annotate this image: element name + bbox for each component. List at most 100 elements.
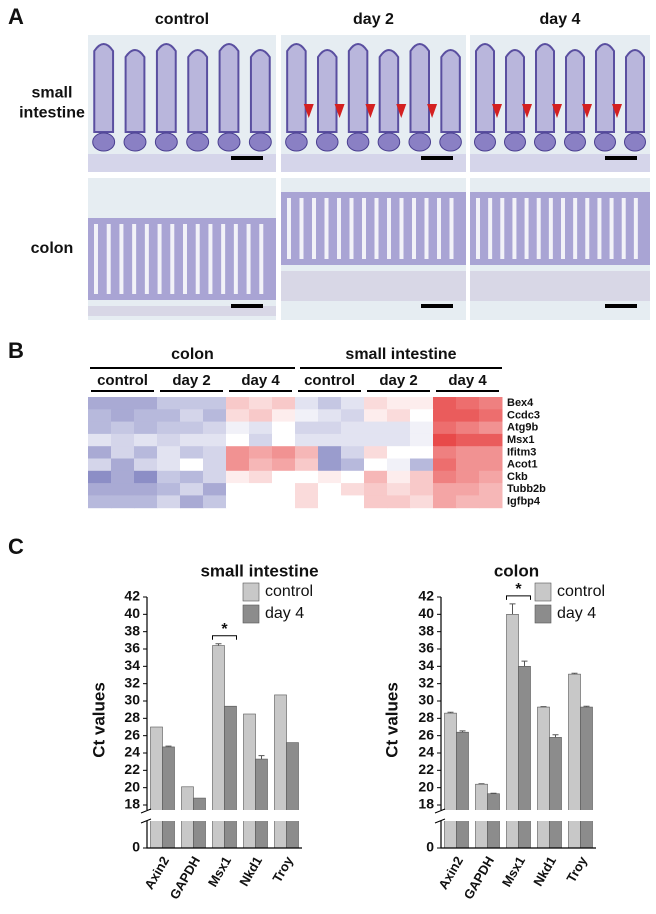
- condition-label: day 4: [241, 372, 280, 389]
- crypt: [439, 132, 462, 152]
- legend-swatch: [534, 604, 552, 624]
- heatmap-cell: [203, 421, 227, 435]
- heatmap-cell: [88, 433, 112, 447]
- heatmap-cell: [364, 470, 388, 484]
- heatmap-cell: [387, 397, 411, 410]
- heatmap-cell: [203, 483, 227, 496]
- heatmap-cell: [341, 397, 365, 410]
- y-tick-label: 38: [124, 622, 140, 638]
- scale-bar: [605, 304, 637, 308]
- y-tick-label: 28: [418, 709, 434, 725]
- crypt: [564, 132, 586, 152]
- bar: [162, 746, 175, 849]
- heatmap-cell: [295, 483, 319, 496]
- heatmap-cell: [433, 483, 457, 496]
- heatmap-cell: [410, 495, 434, 509]
- heatmap-cell: [387, 409, 411, 423]
- heatmap-cell: [111, 397, 135, 410]
- gene-label: Msx1: [507, 434, 535, 446]
- condition-label: day 2: [172, 372, 210, 389]
- arrowhead: [582, 104, 592, 118]
- muscularis: [470, 271, 650, 301]
- x-tick-label: Nkd1: [236, 854, 265, 889]
- heatmap-cell: [387, 446, 411, 459]
- crypt: [119, 224, 124, 294]
- crypt: [488, 198, 493, 259]
- villus: [317, 49, 338, 133]
- heatmap-cell: [410, 458, 434, 472]
- villus: [155, 43, 177, 133]
- x-tick-label: GAPDH: [167, 854, 203, 902]
- crypt: [246, 224, 251, 294]
- crypt: [500, 198, 505, 259]
- panel-label: C: [8, 534, 24, 559]
- heatmap-cell: [318, 409, 342, 423]
- heatmap-cell: [433, 470, 457, 484]
- crypt: [337, 198, 341, 259]
- error-bar: [165, 745, 172, 747]
- crypt: [221, 224, 226, 294]
- bar: [549, 737, 562, 849]
- crypt: [287, 198, 291, 259]
- crypt: [387, 198, 391, 259]
- crypt: [349, 198, 354, 259]
- crypt: [474, 132, 496, 152]
- muscularis: [88, 306, 276, 316]
- heatmap-cell: [318, 397, 342, 410]
- villus: [218, 43, 240, 133]
- bar: [224, 705, 237, 849]
- error-bar: [215, 643, 222, 646]
- group-label: colon: [171, 346, 214, 363]
- heatmap-cell: [295, 433, 319, 447]
- crypt: [548, 198, 553, 259]
- y-tick-label: 38: [418, 622, 434, 638]
- heatmap-cell: [410, 421, 434, 435]
- error-bar: [571, 672, 578, 675]
- y-tick-label: 22: [418, 761, 434, 777]
- error-bar: [521, 660, 528, 667]
- heatmap-cell: [295, 470, 319, 484]
- heatmap-cell: [226, 421, 250, 435]
- gene-label: Atg9b: [507, 422, 538, 434]
- heatmap-cell: [341, 409, 365, 423]
- heatmap-cell: [341, 470, 365, 484]
- y-tick-label: 20: [418, 778, 434, 794]
- y-tick-label: 40: [418, 605, 434, 621]
- crypt: [259, 224, 264, 294]
- y-tick-label: 24: [418, 744, 434, 760]
- crypt: [285, 132, 308, 152]
- heatmap-cell: [134, 446, 158, 459]
- scale-bar: [231, 156, 263, 160]
- heatmap-cell: [249, 483, 273, 496]
- heatmap-cell: [157, 433, 181, 447]
- heatmap-cell: [364, 421, 388, 435]
- heatmap-cell: [134, 458, 158, 472]
- heatmap-cell: [88, 446, 112, 459]
- x-tick-label: Troy: [563, 853, 590, 885]
- mucosa: [470, 192, 650, 265]
- heatmap-cell: [387, 470, 411, 484]
- crypt: [315, 132, 339, 152]
- heatmap-cell: [249, 470, 273, 484]
- heatmap-cell: [180, 421, 204, 435]
- heatmap-cell: [295, 458, 319, 472]
- heatmap-cell: [456, 446, 480, 459]
- heatmap-cell: [249, 421, 273, 435]
- arrowhead: [396, 104, 407, 118]
- villus: [625, 49, 645, 133]
- micrograph: [88, 35, 276, 172]
- villus: [535, 43, 555, 133]
- row-label: colon: [31, 240, 74, 257]
- legend-label: day 4: [557, 605, 596, 622]
- heatmap-cell: [364, 409, 388, 423]
- crypt: [449, 198, 454, 259]
- legend-swatch: [242, 582, 260, 602]
- heatmap-cell: [433, 433, 457, 447]
- heatmap-cell: [180, 397, 204, 410]
- heatmap-cell: [134, 397, 158, 410]
- heatmap-cell: [249, 458, 273, 472]
- y-tick-label: 20: [124, 778, 140, 794]
- crypt: [248, 132, 272, 152]
- submucosa: [281, 154, 466, 172]
- crypt: [585, 198, 590, 259]
